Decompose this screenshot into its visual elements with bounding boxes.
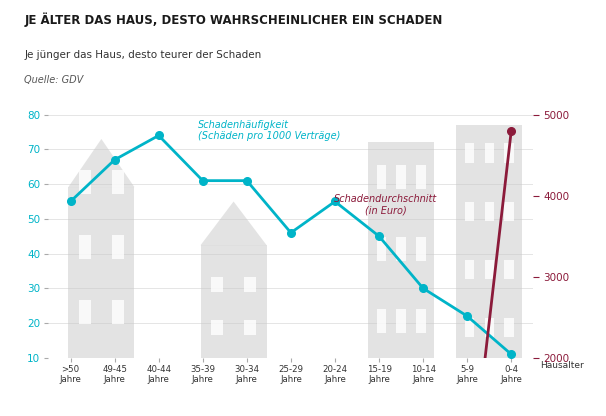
Bar [465, 144, 474, 163]
Bar [368, 142, 434, 358]
Bar [396, 165, 405, 189]
Bar [112, 170, 124, 194]
Bar [485, 202, 494, 221]
Bar [376, 309, 386, 333]
Bar [68, 187, 135, 358]
Bar [244, 319, 256, 335]
Bar [465, 202, 474, 221]
Text: JE ÄLTER DAS HAUS, DESTO WAHRSCHEINLICHER EIN SCHADEN: JE ÄLTER DAS HAUS, DESTO WAHRSCHEINLICHE… [24, 12, 442, 27]
Text: Hausalter: Hausalter [540, 361, 584, 370]
Bar [376, 165, 386, 189]
Bar [112, 235, 124, 259]
Bar [79, 235, 91, 259]
Bar [465, 260, 474, 279]
Bar [465, 318, 474, 337]
Bar [416, 237, 425, 261]
Polygon shape [201, 201, 267, 245]
Bar [396, 309, 405, 333]
Bar [456, 125, 522, 358]
Text: Schadendurchschnitt
(in Euro): Schadendurchschnitt (in Euro) [334, 194, 438, 216]
Polygon shape [68, 139, 135, 187]
Bar [244, 277, 256, 292]
Bar [485, 144, 494, 163]
Text: Schadenhäufigkeit
(Schäden pro 1000 Verträge): Schadenhäufigkeit (Schäden pro 1000 Vert… [198, 120, 341, 141]
Bar [504, 318, 514, 337]
Bar [416, 309, 425, 333]
Bar [485, 318, 494, 337]
Bar [504, 144, 514, 163]
Bar [396, 237, 405, 261]
Bar [416, 165, 425, 189]
Bar [504, 202, 514, 221]
Bar [79, 170, 91, 194]
Bar [211, 277, 223, 292]
Bar [211, 319, 223, 335]
Bar [201, 245, 267, 358]
Text: Quelle: GDV: Quelle: GDV [24, 75, 84, 85]
Bar [504, 260, 514, 279]
Text: Je jünger das Haus, desto teurer der Schaden: Je jünger das Haus, desto teurer der Sch… [24, 50, 262, 60]
Bar [376, 237, 386, 261]
Bar [79, 300, 91, 324]
Bar [485, 260, 494, 279]
Bar [112, 300, 124, 324]
